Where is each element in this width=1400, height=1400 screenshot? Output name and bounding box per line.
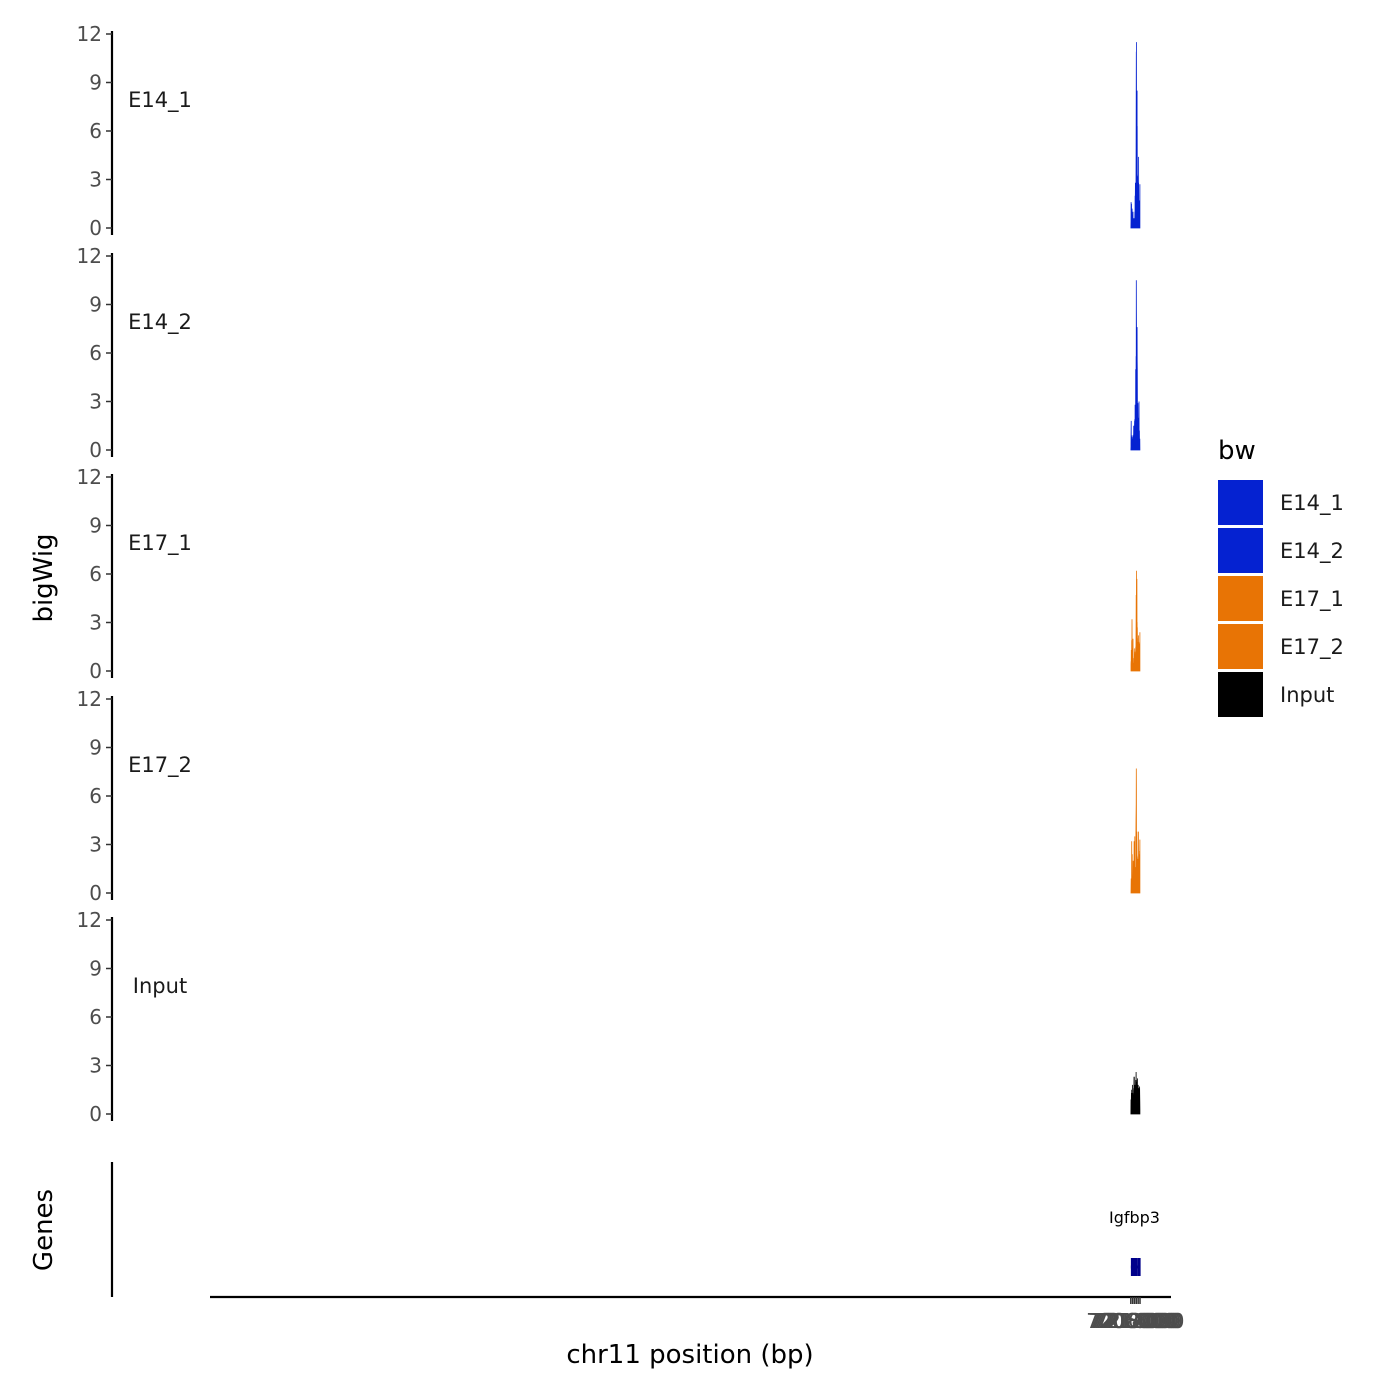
legend-title: bw <box>1218 436 1256 466</box>
legend-swatch <box>1218 528 1263 573</box>
x-tick-label: 7212000 <box>1092 1309 1181 1333</box>
y-tick-label: 9 <box>89 293 102 317</box>
x-tick-label: 7210000 <box>1090 1309 1179 1333</box>
track-label: Input <box>133 974 187 998</box>
track-label: E17_1 <box>128 531 192 556</box>
y-tick-label: 9 <box>89 736 102 760</box>
gene-model <box>1130 1258 1141 1276</box>
genes-axis-title: Genes <box>29 1189 59 1271</box>
y-tick-label: 12 <box>77 244 102 268</box>
y-tick-label: 6 <box>89 1005 102 1029</box>
y-tick-label: 0 <box>89 1102 102 1126</box>
track-E14_1: 0 3 6 9 12 E14_1 <box>77 22 1141 240</box>
track-label: E14_2 <box>128 310 192 335</box>
y-tick-label: 3 <box>89 1054 102 1078</box>
y-tick-label: 6 <box>89 341 102 365</box>
gene-exon <box>1130 1258 1134 1276</box>
y-tick-label: 6 <box>89 562 102 586</box>
legend-label: E14_1 <box>1280 491 1344 516</box>
legend-swatch <box>1218 576 1263 621</box>
gene-label: Igfbp3 <box>1109 1208 1160 1227</box>
area-E14_1 <box>1130 42 1141 229</box>
legend: bw E14_1 E14_2 E17_1 E17_2 Input <box>1218 436 1344 717</box>
legend-swatch <box>1218 480 1263 525</box>
legend-label: E17_1 <box>1280 587 1344 612</box>
x-tick-label: 7214000 <box>1094 1309 1183 1333</box>
y-tick-label: 9 <box>89 514 102 538</box>
y-tick-label: 12 <box>77 687 102 711</box>
gene-exon <box>1137 1258 1141 1276</box>
area-Input <box>1130 1071 1141 1115</box>
y-tick-label: 0 <box>89 881 102 905</box>
y-tick-label: 9 <box>89 957 102 981</box>
y-tick-label: 12 <box>77 908 102 932</box>
y-tick-label: 12 <box>77 22 102 46</box>
x-tick-label: 7216000 <box>1095 1309 1184 1333</box>
y-tick-label: 3 <box>89 611 102 635</box>
legend-swatch <box>1218 624 1263 669</box>
gene-exon <box>1134 1258 1138 1276</box>
y-tick-label: 6 <box>89 784 102 808</box>
track-E14_2: 0 3 6 9 12 E14_2 <box>77 244 1141 462</box>
legend-label: E14_2 <box>1280 539 1344 564</box>
track-label: E14_1 <box>128 88 192 113</box>
x-axis: 7206000720800072100007212000721400072160… <box>210 1295 1185 1333</box>
track-E17_2: 0 3 6 9 12 E17_2 <box>77 687 1141 905</box>
legend-label: Input <box>1280 683 1334 707</box>
y-tick-label: 12 <box>77 465 102 489</box>
area-E14_2 <box>1130 280 1141 451</box>
track-Input: 0 3 6 9 12 Input <box>77 908 1141 1126</box>
y-tick-label: 3 <box>89 168 102 192</box>
legend-label: E17_2 <box>1280 635 1344 660</box>
area-E17_2 <box>1130 768 1141 894</box>
y-tick-label: 3 <box>89 390 102 414</box>
y-tick-label: 3 <box>89 833 102 857</box>
x-tick-label: 7208000 <box>1088 1309 1177 1333</box>
x-tick-label: 7206000 <box>1086 1309 1175 1333</box>
y-tick-label: 0 <box>89 438 102 462</box>
y-tick-label: 9 <box>89 71 102 95</box>
y-tick-label: 0 <box>89 659 102 683</box>
y-axis-title: bigWig <box>29 533 59 622</box>
x-axis-title: chr11 position (bp) <box>566 1340 813 1370</box>
track-label: E17_2 <box>128 753 192 778</box>
tracks-group: 0 3 6 9 12 E14_1 0 3 6 9 12 E14_2 0 3 6 9 12 E17_1 0 3 6 9 12 E… <box>77 22 1141 1126</box>
area-E17_1 <box>1130 570 1141 672</box>
track-E17_1: 0 3 6 9 12 E17_1 <box>77 465 1141 683</box>
y-tick-label: 0 <box>89 216 102 240</box>
legend-swatch <box>1218 672 1263 717</box>
y-tick-label: 6 <box>89 119 102 143</box>
genes-panel: Genes Igfbp3 <box>29 1162 1160 1297</box>
gene-exon <box>1132 1258 1136 1276</box>
